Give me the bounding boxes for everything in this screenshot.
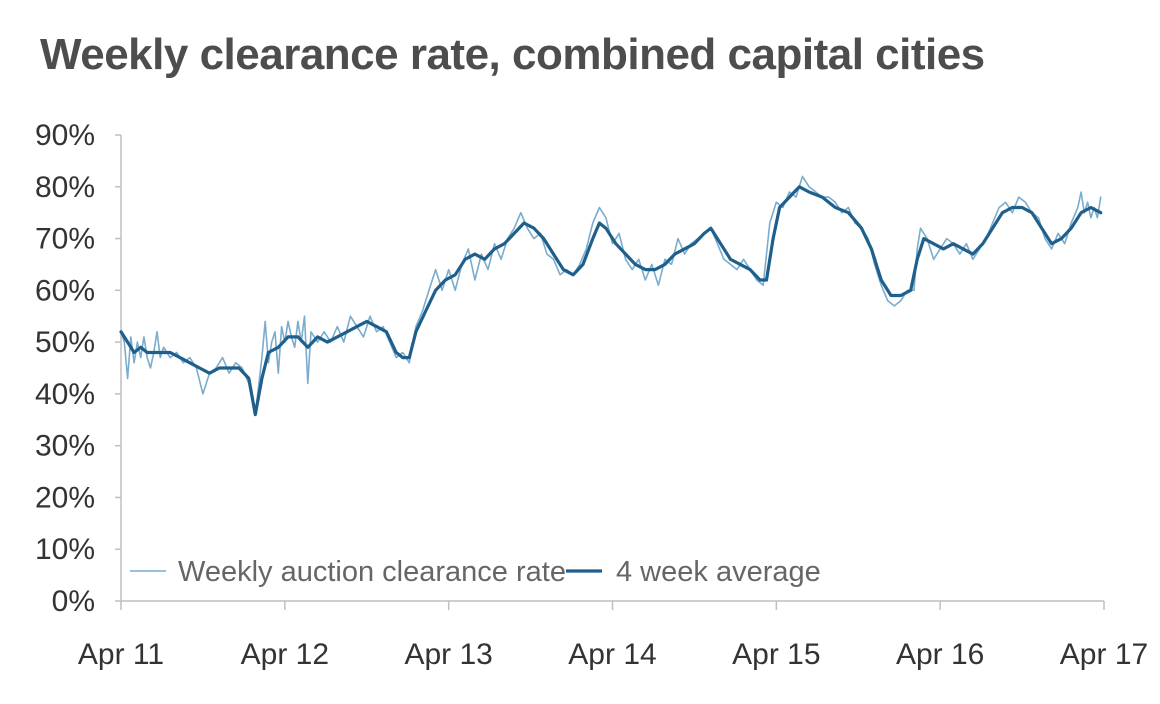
chart-title: Weekly clearance rate, combined capital … <box>40 30 985 79</box>
x-tick-label: Apr 17 <box>1060 638 1148 671</box>
y-tick-label: 80% <box>35 171 95 204</box>
y-axis: 0% 10% 20% 30% 40% 50% 60% 70% 80% 90% <box>35 119 122 618</box>
x-axis: Apr 11 Apr 12 Apr 13 Apr 14 Apr 15 Apr 16 Apr … <box>78 600 1148 671</box>
legend-label-weekly-rate: Weekly auction clearance rate <box>178 556 566 588</box>
y-tick-label: 10% <box>35 533 95 566</box>
y-tick-label: 50% <box>35 326 95 359</box>
y-tick-label: 70% <box>35 223 95 256</box>
series-line-weekly-rate <box>120 175 1102 416</box>
series-line-four-week-average <box>119 185 1103 417</box>
y-tick-label: 40% <box>35 378 95 411</box>
y-tick-label: 0% <box>52 585 95 618</box>
y-tick-label: 30% <box>35 430 95 463</box>
x-tick-label: Apr 16 <box>896 638 984 671</box>
x-tick-label: Apr 15 <box>732 638 820 671</box>
y-tick-label: 90% <box>35 119 95 152</box>
series-layer <box>119 175 1103 417</box>
y-tick-label: 20% <box>35 481 95 514</box>
x-tick-label: Apr 14 <box>568 638 656 671</box>
x-tick-label: Apr 11 <box>78 638 164 671</box>
x-tick-label: Apr 13 <box>404 638 492 671</box>
legend-label-four-week-average: 4 week average <box>616 556 821 588</box>
legend: Weekly auction clearance rate 4 week aver… <box>130 556 821 588</box>
x-tick-label: Apr 12 <box>241 638 329 671</box>
y-tick-label: 60% <box>35 274 95 307</box>
